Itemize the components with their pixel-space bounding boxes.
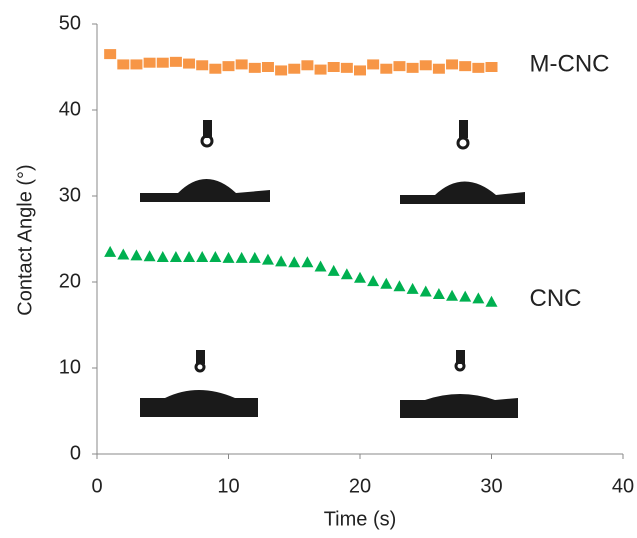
y-tick-label: 40 <box>59 98 81 120</box>
needle <box>459 120 468 138</box>
data-point <box>367 59 380 70</box>
data-point <box>261 253 274 265</box>
data-point <box>472 62 485 73</box>
needle <box>456 350 465 364</box>
data-point <box>104 49 117 60</box>
x-tick-label: 20 <box>349 475 371 497</box>
x-tick-label: 0 <box>91 475 102 497</box>
data-point <box>169 251 182 263</box>
y-tick-label: 30 <box>59 184 81 206</box>
data-point <box>446 289 459 301</box>
data-point <box>196 60 209 71</box>
series-label: M-CNC <box>530 50 610 77</box>
x-axis-title: Time (s) <box>324 508 397 530</box>
data-point <box>485 295 498 307</box>
data-point <box>156 57 169 68</box>
data-point <box>275 255 288 267</box>
data-point <box>169 56 182 67</box>
data-point <box>419 60 432 71</box>
data-point <box>183 58 196 69</box>
data-point <box>104 245 117 257</box>
data-point <box>459 61 472 72</box>
x-tick-label: 40 <box>612 475 634 497</box>
data-point <box>340 62 353 73</box>
data-point <box>275 65 288 76</box>
series-label: CNC <box>530 285 582 312</box>
data-point <box>235 59 248 70</box>
data-point <box>117 248 130 260</box>
data-point <box>446 59 459 70</box>
data-point <box>380 277 393 289</box>
data-point <box>209 251 222 263</box>
data-point <box>314 260 327 272</box>
droplet <box>400 181 525 204</box>
y-axis-title: Contact Angle (°) <box>14 164 36 315</box>
data-point <box>288 63 301 74</box>
data-point <box>393 280 406 292</box>
data-point <box>432 63 445 74</box>
needle <box>203 120 212 138</box>
droplet <box>140 179 270 202</box>
needle-tip <box>200 134 214 148</box>
data-point <box>340 268 353 280</box>
data-point <box>222 251 235 263</box>
droplet-images <box>140 120 525 418</box>
data-point <box>156 251 169 263</box>
data-point <box>222 61 235 72</box>
droplet <box>140 390 258 417</box>
data-point <box>117 59 130 70</box>
x-tick-label: 10 <box>217 475 239 497</box>
data-point <box>130 59 143 70</box>
data-point <box>143 250 156 262</box>
needle-tip <box>194 361 206 373</box>
needle <box>196 350 205 364</box>
data-point <box>327 62 340 72</box>
data-point <box>301 256 314 268</box>
data-point <box>367 275 380 287</box>
data-point <box>314 64 327 75</box>
data-point <box>130 249 143 261</box>
data-point <box>380 63 393 74</box>
data-point <box>327 264 340 276</box>
data-point <box>419 285 432 297</box>
data-point <box>235 251 248 263</box>
droplet <box>400 394 518 418</box>
data-point <box>393 61 406 72</box>
needle-tip <box>456 136 470 150</box>
data-point <box>209 63 222 74</box>
y-tick-label: 50 <box>59 12 81 34</box>
data-point <box>288 256 301 268</box>
data-point <box>406 62 419 73</box>
data-point <box>354 65 366 76</box>
data-point <box>261 62 274 72</box>
data-point <box>472 292 485 304</box>
y-tick-label: 0 <box>70 442 81 464</box>
data-point <box>196 251 209 263</box>
data-point <box>459 290 472 302</box>
needle-tip <box>454 360 466 372</box>
data-point <box>432 288 445 300</box>
data-point <box>354 271 366 283</box>
data-point <box>485 62 498 72</box>
data-point <box>143 57 156 68</box>
data-point <box>183 251 196 263</box>
data-point <box>248 251 261 263</box>
data-point <box>301 60 314 71</box>
y-tick-label: 10 <box>59 356 81 378</box>
x-tick-label: 30 <box>480 475 502 497</box>
y-tick-label: 20 <box>59 270 81 292</box>
data-point <box>406 282 419 294</box>
data-point <box>248 62 261 73</box>
